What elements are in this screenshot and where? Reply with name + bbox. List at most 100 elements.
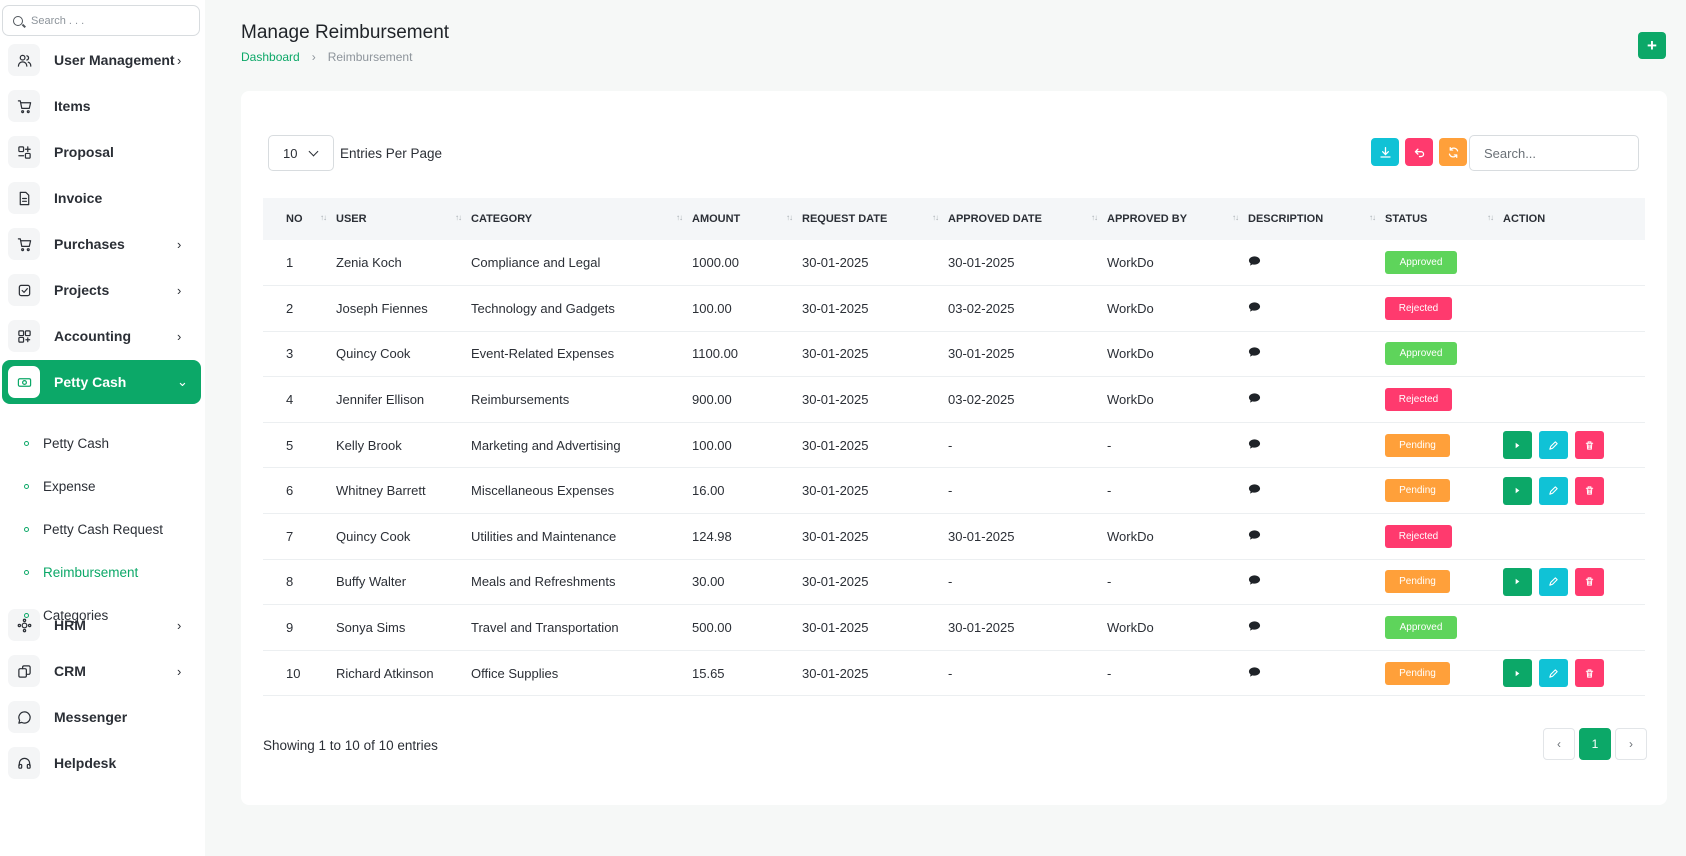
action-view-button[interactable]	[1503, 476, 1532, 505]
action-view-button[interactable]	[1503, 431, 1532, 460]
cell-description	[1248, 559, 1385, 606]
sort-icon: ↑↓	[1487, 213, 1494, 222]
trash-icon	[1585, 441, 1594, 450]
sidebar-subitem-petty-cash-request[interactable]: Petty Cash Request	[24, 517, 163, 541]
table-search-input[interactable]	[1469, 135, 1639, 171]
sidebar-item-proposal[interactable]: Proposal	[2, 130, 201, 174]
comment-icon[interactable]	[1248, 301, 1261, 316]
column-header-amount[interactable]: AMOUNT ↑↓	[692, 198, 802, 240]
column-header-description[interactable]: DESCRIPTION ↑↓	[1248, 198, 1385, 240]
sidebar: Search . . . User Management › Items Propos…	[0, 0, 205, 856]
cell-no: 3	[263, 331, 336, 378]
column-header-approved-by[interactable]: APPROVED BY ↑↓	[1107, 198, 1248, 240]
column-header-label: DESCRIPTION	[1248, 213, 1324, 225]
cell-category: Marketing and Advertising	[471, 422, 692, 469]
cell-amount: 30.00	[692, 559, 802, 606]
export-button[interactable]	[1371, 138, 1399, 166]
cash-icon	[8, 366, 40, 398]
cell-amount: 500.00	[692, 604, 802, 651]
column-header-user[interactable]: USER ↑↓	[336, 198, 471, 240]
chevron-right-icon: ›	[177, 617, 182, 633]
comment-icon[interactable]	[1248, 666, 1261, 681]
sidebar-item-invoice[interactable]: Invoice	[2, 176, 201, 220]
sidebar-item-items[interactable]: Items	[2, 84, 201, 128]
sidebar-search-placeholder: Search . . .	[31, 14, 85, 27]
play-icon	[1515, 442, 1520, 448]
action-delete-button[interactable]	[1575, 659, 1604, 688]
cell-status: Pending	[1385, 559, 1503, 606]
sidebar-item-projects[interactable]: Projects ›	[2, 268, 201, 312]
sidebar-subitem-expense[interactable]: Expense	[24, 474, 96, 498]
column-header-approved-date[interactable]: APPROVED DATE ↑↓	[948, 198, 1107, 240]
cell-action	[1503, 513, 1645, 560]
table-row: 3 Quincy Cook Event-Related Expenses 1100.0…	[263, 331, 1645, 378]
proposal-icon	[8, 136, 40, 168]
next-page-button[interactable]: ›	[1615, 728, 1647, 760]
pencil-icon	[1549, 440, 1558, 450]
cell-request-date: 30-01-2025	[802, 650, 948, 697]
comment-icon[interactable]	[1248, 483, 1261, 498]
sidebar-item-label: CRM	[54, 663, 86, 679]
comment-icon[interactable]	[1248, 392, 1261, 407]
column-header-label: USER	[336, 213, 367, 225]
sidebar-item-messenger[interactable]: Messenger	[2, 695, 201, 739]
action-delete-button[interactable]	[1575, 567, 1604, 596]
table-row: 8 Buffy Walter Meals and Refreshments 30.00…	[263, 559, 1645, 606]
invoice-icon	[8, 182, 40, 214]
sidebar-item-accounting[interactable]: Accounting ›	[2, 314, 201, 358]
sidebar-item-helpdesk[interactable]: Helpdesk	[2, 741, 201, 785]
entries-select[interactable]: 10	[268, 135, 334, 171]
column-header-no[interactable]: NO ↑↓	[263, 198, 336, 240]
cell-request-date: 30-01-2025	[802, 467, 948, 515]
reload-button[interactable]	[1439, 138, 1467, 166]
sidebar-subitem-petty-cash[interactable]: Petty Cash	[24, 431, 109, 455]
action-edit-button[interactable]	[1539, 659, 1568, 688]
sidebar-item-purchases[interactable]: Purchases ›	[2, 222, 201, 266]
cell-action	[1503, 285, 1645, 332]
pencil-icon	[1549, 577, 1558, 587]
play-icon	[1515, 579, 1520, 585]
comment-icon[interactable]	[1248, 346, 1261, 361]
column-header-category[interactable]: CATEGORY ↑↓	[471, 198, 692, 240]
cell-approved-date: 30-01-2025	[948, 513, 1107, 560]
cell-status: Rejected	[1385, 285, 1503, 332]
page-1-button[interactable]: 1	[1579, 728, 1611, 760]
sort-icon: ↑↓	[455, 213, 462, 222]
table-row: 6 Whitney Barrett Miscellaneous Expenses 16…	[263, 467, 1645, 515]
sidebar-item-user-management[interactable]: User Management ›	[2, 38, 201, 82]
action-edit-button[interactable]	[1539, 567, 1568, 596]
cell-request-date: 30-01-2025	[802, 285, 948, 332]
reset-button[interactable]	[1405, 138, 1433, 166]
prev-page-button[interactable]: ‹	[1543, 728, 1575, 760]
cell-approved-by: -	[1107, 559, 1248, 606]
comment-icon[interactable]	[1248, 620, 1261, 635]
action-delete-button[interactable]	[1575, 476, 1604, 505]
column-header-status[interactable]: STATUS ↑↓	[1385, 198, 1503, 240]
cell-approved-by: WorkDo	[1107, 285, 1248, 332]
status-badge: Pending	[1385, 433, 1450, 457]
column-header-request-date[interactable]: REQUEST DATE ↑↓	[802, 198, 948, 240]
sidebar-search[interactable]: Search . . .	[2, 5, 200, 36]
cell-request-date: 30-01-2025	[802, 376, 948, 423]
action-edit-button[interactable]	[1539, 431, 1568, 460]
sidebar-item-petty-cash[interactable]: Petty Cash ⌄	[2, 360, 201, 404]
comment-icon[interactable]	[1248, 255, 1261, 270]
action-edit-button[interactable]	[1539, 476, 1568, 505]
cell-no: 5	[263, 422, 336, 469]
action-view-button[interactable]	[1503, 659, 1532, 688]
cell-approved-date: -	[948, 467, 1107, 515]
action-delete-button[interactable]	[1575, 431, 1604, 460]
comment-icon[interactable]	[1248, 574, 1261, 589]
cell-request-date: 30-01-2025	[802, 559, 948, 606]
sidebar-item-crm[interactable]: CRM ›	[2, 649, 201, 693]
comment-icon[interactable]	[1248, 438, 1261, 453]
add-button[interactable]: +	[1638, 32, 1666, 59]
cell-action	[1503, 422, 1645, 469]
comment-icon[interactable]	[1248, 529, 1261, 544]
sidebar-subitem-categories[interactable]: Categories	[24, 603, 108, 627]
breadcrumb-dashboard[interactable]: Dashboard	[241, 50, 300, 64]
sidebar-subitem-reimbursement[interactable]: Reimbursement	[24, 560, 138, 584]
action-view-button[interactable]	[1503, 567, 1532, 596]
sidebar-item-label: Purchases	[54, 236, 125, 252]
trash-icon	[1585, 486, 1594, 495]
